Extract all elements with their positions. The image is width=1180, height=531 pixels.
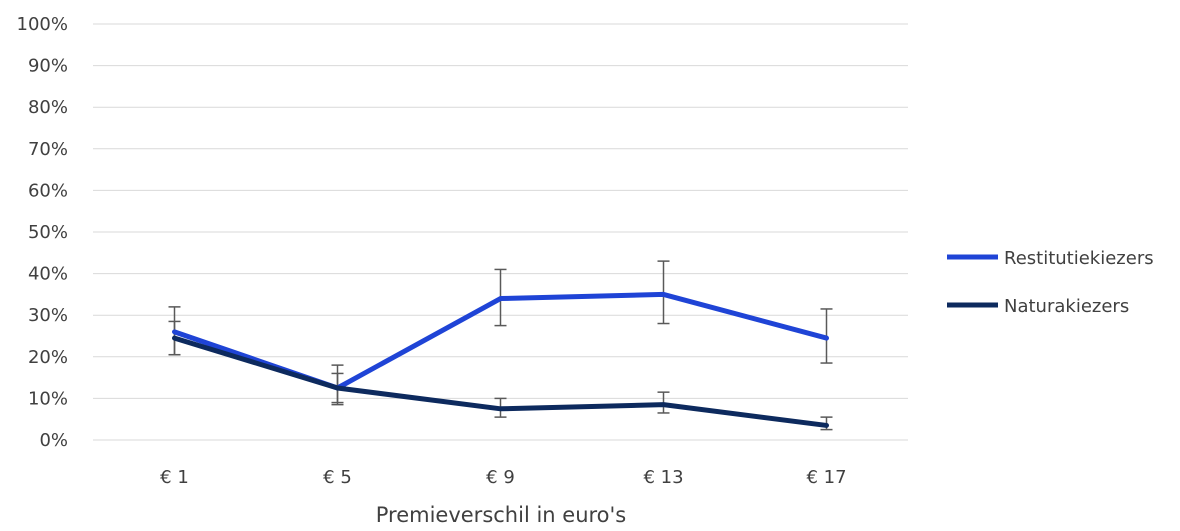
y-tick-label: 20% [28,347,68,368]
x-tick-label: € 5 [323,467,352,488]
x-tick-label: € 13 [643,467,683,488]
legend: Restitutiekiezers Naturakiezers [947,248,1154,317]
x-tick-label: € 1 [160,467,189,488]
legend-item-naturakiezers: Naturakiezers [947,296,1129,317]
legend-item-restitutiekiezers: Restitutiekiezers [947,248,1154,269]
y-tick-label: 40% [28,264,68,285]
y-tick-label: 30% [28,305,68,326]
y-axis-ticks: 0% 10% 20% 30% 40% 50% 60% 70% 80% 90% 100% [17,14,68,451]
y-tick-label: 90% [28,56,68,77]
gridlines [93,23,908,441]
y-tick-label: 70% [28,139,68,160]
series-lines [172,291,829,428]
y-tick-label: 50% [28,222,68,243]
y-tick-label: 80% [28,97,68,118]
x-tick-label: € 17 [806,467,846,488]
y-tick-label: 10% [28,388,68,409]
y-tick-label: 100% [17,14,68,35]
x-axis-title: Premieverschil in euro's [376,503,627,527]
y-tick-label: 0% [39,430,68,451]
legend-label: Restitutiekiezers [1004,248,1154,269]
error-bars [168,260,833,431]
x-axis-ticks: € 1 € 5 € 9 € 13 € 17 [160,467,846,488]
x-tick-label: € 9 [486,467,515,488]
legend-label: Naturakiezers [1004,296,1129,317]
y-tick-label: 60% [28,180,68,201]
